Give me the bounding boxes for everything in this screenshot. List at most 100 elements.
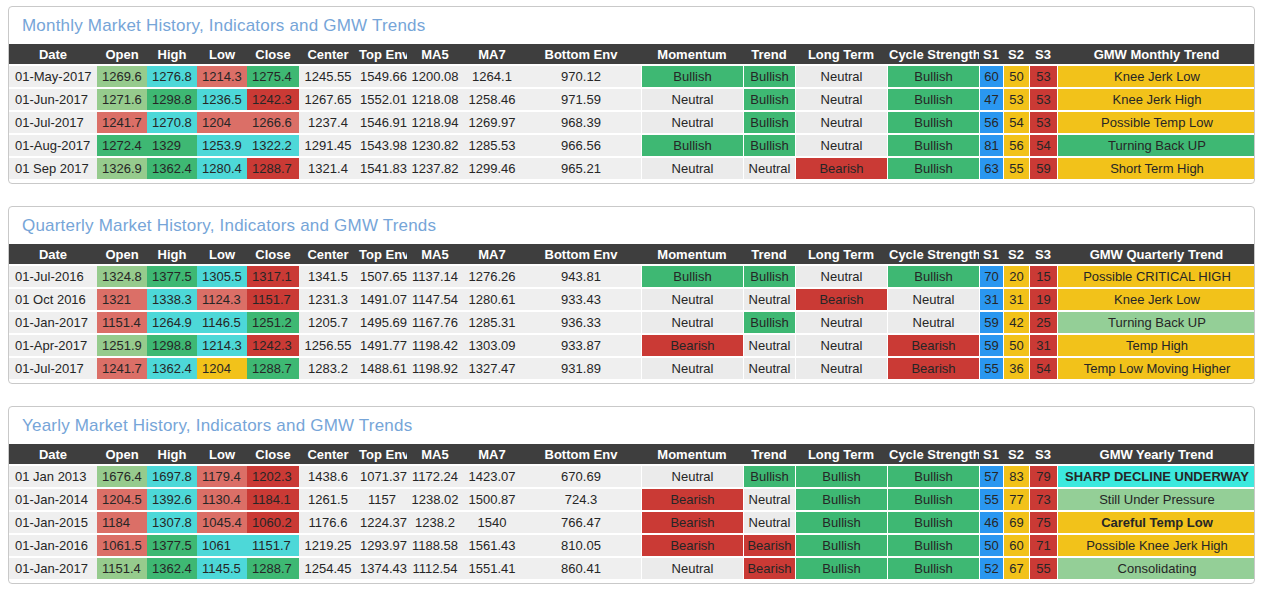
cell-s1: 57	[979, 466, 1003, 487]
cell-open: 1151.4	[97, 312, 147, 333]
cell-s1: 56	[979, 112, 1003, 133]
cell-date: 01-Jan-2015	[9, 512, 97, 533]
cell-long-term: Bullish	[795, 512, 887, 533]
cell-s3: 19	[1029, 289, 1057, 310]
cell-trend: Neutral	[743, 512, 795, 533]
cell-s3: 55	[1029, 558, 1057, 579]
cell-s1: 31	[979, 289, 1003, 310]
cell-s3: 54	[1029, 135, 1057, 156]
cell-open: 1324.8	[97, 266, 147, 287]
cell-date: 01-Jul-2016	[9, 266, 97, 287]
column-header-ma7: MA7	[463, 244, 521, 264]
cell-low: 1280.4	[197, 158, 247, 179]
cell-bottom-env: 724.3	[521, 489, 641, 510]
cell-ma5: 1237.82	[407, 158, 463, 179]
column-header-gmw-trend: GMW Yearly Trend	[1057, 444, 1255, 464]
header-row: DateOpenHighLowCloseCenterTop EnvMA5MA7B…	[9, 244, 1255, 264]
cell-long-term: Neutral	[795, 66, 887, 87]
cell-bottom-env: 766.47	[521, 512, 641, 533]
cell-long-term: Neutral	[795, 112, 887, 133]
cell-s1: 50	[979, 535, 1003, 556]
cell-top-env: 1157	[357, 489, 407, 510]
cell-s3: 15	[1029, 266, 1057, 287]
cell-high: 1697.8	[147, 466, 197, 487]
column-header-long-term: Long Term	[795, 44, 887, 64]
column-header-open: Open	[97, 44, 147, 64]
cell-top-env: 1071.37	[357, 466, 407, 487]
cell-ma7: 1299.46	[463, 158, 521, 179]
cell-high: 1362.4	[147, 358, 197, 379]
table-row: 01-Jan-20141204.51392.61130.41184.11261.…	[9, 489, 1255, 510]
cell-center: 1267.65	[299, 89, 357, 110]
cell-momentum: Bearish	[641, 535, 743, 556]
cell-s3: 79	[1029, 466, 1057, 487]
cell-s1: 52	[979, 558, 1003, 579]
table-row: 01-Jan-201511841307.81045.41060.21176.61…	[9, 512, 1255, 533]
cell-high: 1298.8	[147, 335, 197, 356]
cell-momentum: Bullish	[641, 135, 743, 156]
cell-close: 1242.3	[247, 335, 299, 356]
cell-bottom-env: 965.21	[521, 158, 641, 179]
cell-high: 1377.5	[147, 266, 197, 287]
cell-long-term: Neutral	[795, 135, 887, 156]
cell-gmw-trend: Temp High	[1057, 335, 1255, 356]
column-header-low: Low	[197, 44, 247, 64]
column-header-s3: S3	[1029, 44, 1057, 64]
cell-close: 1151.7	[247, 289, 299, 310]
cell-close: 1322.2	[247, 135, 299, 156]
monthly-market-table: DateOpenHighLowCloseCenterTop EnvMA5MA7B…	[9, 42, 1255, 181]
cell-trend: Neutral	[743, 489, 795, 510]
cell-low: 1204	[197, 112, 247, 133]
column-header-center: Center	[299, 444, 357, 464]
cell-s2: 54	[1003, 112, 1029, 133]
cell-top-env: 1552.01	[357, 89, 407, 110]
cell-date: 01-Jan-2017	[9, 558, 97, 579]
cell-close: 1288.7	[247, 158, 299, 179]
cell-open: 1321	[97, 289, 147, 310]
cell-date: 01-Jan-2017	[9, 312, 97, 333]
cell-gmw-trend: SHARP DECLINE UNDERWAY	[1057, 466, 1255, 487]
cell-ma7: 1280.61	[463, 289, 521, 310]
cell-momentum: Bullish	[641, 266, 743, 287]
cell-momentum: Neutral	[641, 312, 743, 333]
cell-high: 1307.8	[147, 512, 197, 533]
cell-high: 1392.6	[147, 489, 197, 510]
cell-ma5: 1172.24	[407, 466, 463, 487]
quarterly-market-table: DateOpenHighLowCloseCenterTop EnvMA5MA7B…	[9, 242, 1255, 381]
cell-open: 1272.4	[97, 135, 147, 156]
column-header-ma7: MA7	[463, 44, 521, 64]
column-header-ma5: MA5	[407, 444, 463, 464]
cell-ma7: 1269.97	[463, 112, 521, 133]
cell-gmw-trend: Turning Back UP	[1057, 135, 1255, 156]
cell-s2: 36	[1003, 358, 1029, 379]
header-row: DateOpenHighLowCloseCenterTop EnvMA5MA7B…	[9, 444, 1255, 464]
cell-gmw-trend: Knee Jerk Low	[1057, 289, 1255, 310]
column-header-trend: Trend	[743, 44, 795, 64]
cell-trend: Neutral	[743, 358, 795, 379]
cell-long-term: Neutral	[795, 358, 887, 379]
column-header-gmw-trend: GMW Monthly Trend	[1057, 44, 1255, 64]
cell-long-term: Bullish	[795, 558, 887, 579]
cell-ma5: 1198.42	[407, 335, 463, 356]
cell-open: 1061.5	[97, 535, 147, 556]
cell-long-term: Bearish	[795, 158, 887, 179]
cell-cycle-strength: Bullish	[887, 535, 979, 556]
cell-momentum: Neutral	[641, 89, 743, 110]
cell-long-term: Neutral	[795, 335, 887, 356]
column-header-s1: S1	[979, 444, 1003, 464]
column-header-s1: S1	[979, 44, 1003, 64]
cell-close: 1275.4	[247, 66, 299, 87]
cell-s2: 50	[1003, 335, 1029, 356]
cell-gmw-trend: Turning Back UP	[1057, 312, 1255, 333]
cell-ma7: 1500.87	[463, 489, 521, 510]
cell-s3: 53	[1029, 112, 1057, 133]
cell-ma5: 1112.54	[407, 558, 463, 579]
cell-top-env: 1507.65	[357, 266, 407, 287]
cell-bottom-env: 966.56	[521, 135, 641, 156]
column-header-ma5: MA5	[407, 44, 463, 64]
cell-bottom-env: 933.43	[521, 289, 641, 310]
cell-gmw-trend: Consolidating	[1057, 558, 1255, 579]
column-header-trend: Trend	[743, 244, 795, 264]
cell-bottom-env: 860.41	[521, 558, 641, 579]
cell-low: 1253.9	[197, 135, 247, 156]
